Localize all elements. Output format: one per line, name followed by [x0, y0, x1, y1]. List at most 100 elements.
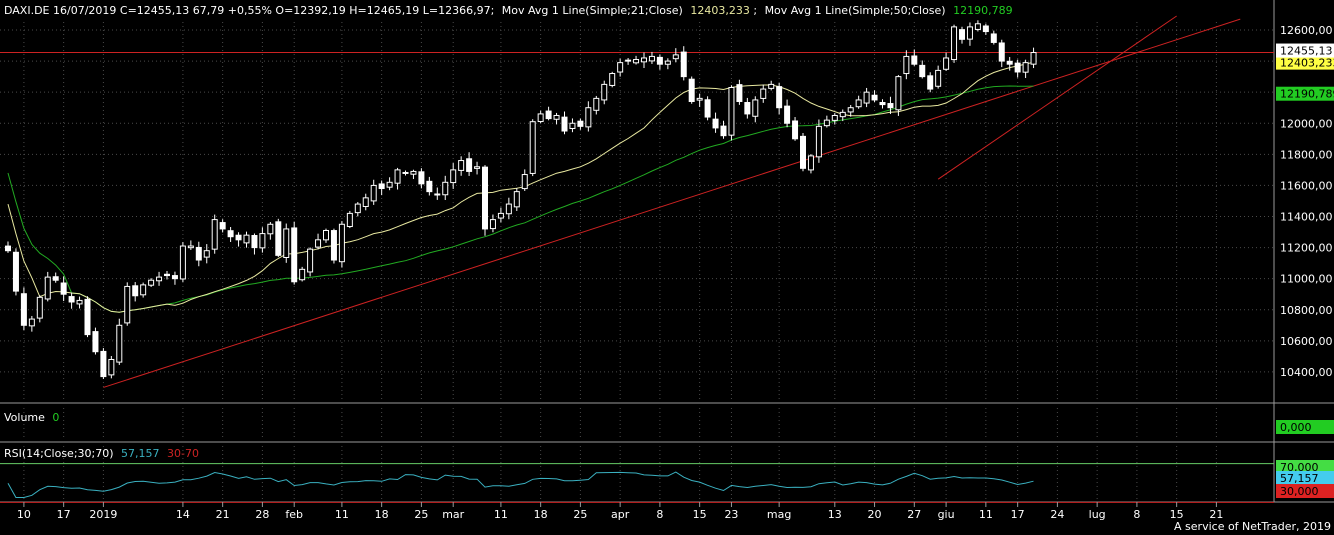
candle-body [521, 174, 528, 190]
candle [132, 282, 139, 302]
candle-body [641, 57, 647, 63]
candle [736, 79, 743, 105]
candle [402, 170, 409, 176]
moving-averages [7, 61, 1034, 313]
candle-body [951, 26, 958, 61]
candle-body [696, 97, 703, 101]
candle [990, 30, 997, 45]
candle-body [593, 97, 600, 111]
ma50-badge: 12190,789 [1276, 86, 1334, 101]
last-price-badge-text: 12455,13 [1280, 45, 1333, 58]
ma2-label: Mov Avg 1 Line(Simple;50;Close) [765, 4, 946, 17]
candle [1022, 59, 1029, 78]
candle [116, 318, 123, 365]
candle-body [656, 56, 663, 65]
candle [44, 271, 51, 302]
candle-body [974, 23, 981, 30]
candle-body [633, 59, 640, 64]
candle-body [879, 101, 886, 106]
candle [410, 169, 417, 180]
candle [911, 49, 918, 66]
candle [68, 292, 75, 309]
candle-body [895, 76, 902, 111]
x-tick-label: feb [285, 508, 303, 521]
last-price-badge-bg [1276, 43, 1334, 58]
candle-body [839, 111, 846, 118]
ma21-badge: 12403,233 [1276, 55, 1334, 70]
candle-body [601, 83, 608, 101]
candle [513, 188, 520, 211]
candle-body [800, 135, 806, 169]
y-tick-label: 10400,00 [1280, 366, 1333, 379]
support-trendline [103, 18, 1241, 388]
candle [354, 202, 361, 217]
candle-body [712, 118, 719, 129]
candle [800, 132, 806, 172]
y-tick-label: 11400,00 [1280, 211, 1333, 224]
candle [728, 85, 735, 141]
candle-body [736, 84, 743, 102]
candle-body [728, 87, 735, 136]
candle-body [219, 222, 226, 230]
candle-body [760, 88, 767, 99]
candle-body [330, 230, 337, 261]
candle [140, 282, 147, 298]
candle [553, 112, 560, 125]
candle [561, 111, 568, 135]
candle [386, 177, 393, 191]
candle [450, 163, 457, 189]
y-tick-label: 10600,00 [1280, 335, 1333, 348]
candle [84, 296, 91, 338]
candle [609, 71, 616, 88]
candle [648, 51, 655, 64]
ma21-badge-text: 12403,233 [1280, 57, 1334, 70]
candle-body [378, 183, 385, 190]
candle [752, 96, 759, 123]
candle-body [434, 193, 441, 196]
x-tick-label: 21 [216, 508, 230, 521]
candle-body [847, 107, 854, 113]
candle-body [52, 276, 59, 281]
candle-body [776, 86, 783, 109]
candle-body [529, 121, 536, 174]
candle [855, 95, 862, 109]
candle [315, 233, 322, 250]
x-tick-label: 21 [1209, 508, 1223, 521]
x-axis: 10 17 2019 14 21 28 feb 11 18 25 mar 11 18 25 apr 8 15 23… [17, 502, 1223, 521]
candle [378, 180, 385, 196]
volume-value: 0 [52, 411, 59, 424]
candle [712, 112, 719, 133]
candle [831, 113, 838, 125]
x-tick-label: 11 [494, 508, 508, 521]
candle [28, 315, 35, 332]
candle [1030, 47, 1037, 69]
candle [847, 104, 854, 117]
candle-body [307, 248, 314, 273]
candle-body [299, 268, 306, 281]
candle-body [513, 191, 520, 208]
candle-body [577, 120, 584, 127]
candle-body [1022, 62, 1029, 73]
candle-body [1014, 62, 1021, 73]
x-tick-label: 17 [57, 508, 71, 521]
candle-body [752, 99, 759, 117]
ma1-label: Mov Avg 1 Line(Simple;21;Close) [502, 4, 683, 17]
candle-body [959, 29, 965, 40]
candle-body [720, 125, 727, 137]
candle-body [84, 298, 91, 336]
candle-body [768, 83, 775, 89]
candle [291, 221, 298, 285]
rsi-label: RSI(14;Close;30;70) [4, 447, 114, 460]
candle [426, 176, 433, 196]
candle-body [855, 99, 862, 108]
x-tick-label: 20 [868, 508, 882, 521]
trendlines [0, 15, 1274, 388]
ma50-badge-bg [1276, 86, 1334, 101]
candle-body [394, 169, 401, 184]
volume-label: Volume [4, 411, 45, 424]
candle [951, 24, 958, 63]
candle [52, 272, 59, 283]
candle-body [664, 60, 671, 65]
candle-body [569, 122, 576, 129]
